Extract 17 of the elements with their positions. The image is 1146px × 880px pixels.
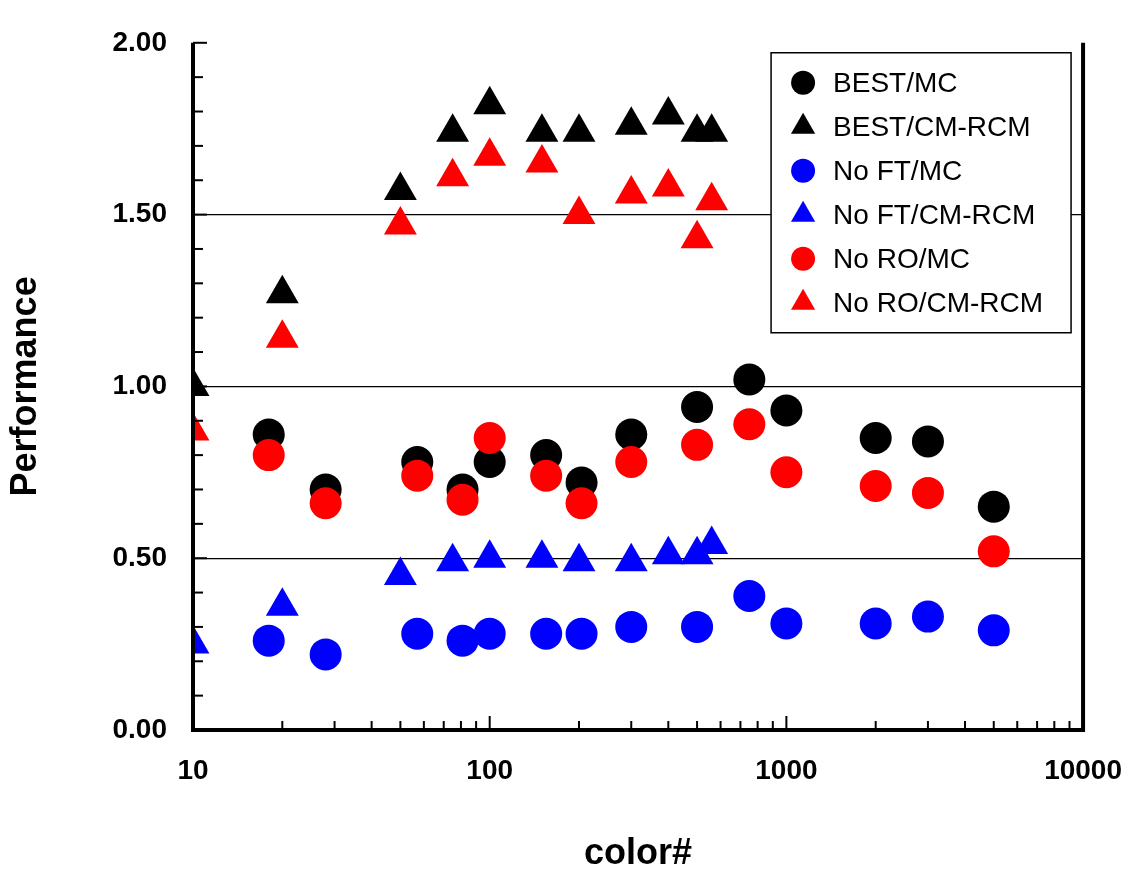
legend-label: No RO/CM-RCM bbox=[833, 286, 1044, 318]
y-tick-label: 1.50 bbox=[112, 197, 167, 229]
legend-label: No FT/MC bbox=[833, 154, 963, 186]
legend-label: BEST/CM-RCM bbox=[833, 110, 1031, 142]
x-tick-label: 100 bbox=[466, 753, 514, 785]
y-tick-label: 0.00 bbox=[112, 712, 167, 744]
y-axis-title: Performance bbox=[2, 276, 44, 497]
x-tick-label: 10 bbox=[177, 753, 209, 785]
legend-label: No FT/CM-RCM bbox=[833, 198, 1036, 230]
legend-label: BEST/MC bbox=[833, 66, 958, 98]
x-tick-label: 1000 bbox=[755, 753, 818, 785]
y-tick-label: 1.00 bbox=[112, 369, 167, 401]
x-axis-title: color# bbox=[584, 831, 693, 873]
y-tick-label: 2.00 bbox=[112, 25, 167, 57]
y-tick-label: 0.50 bbox=[112, 540, 167, 572]
legend-label: No RO/MC bbox=[833, 242, 970, 274]
x-tick-label: 10000 bbox=[1044, 753, 1123, 785]
